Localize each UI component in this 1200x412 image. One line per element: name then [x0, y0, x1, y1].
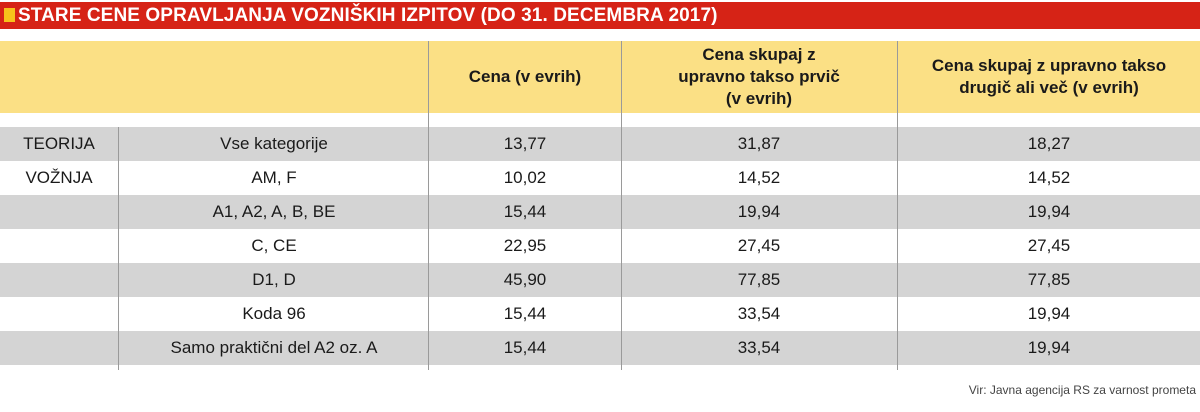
cell-drugic: 18,27	[1027, 134, 1071, 153]
table-row: Samo praktični del A2 oz. A 15,44 33,54 19,…	[0, 331, 1200, 365]
cell-prvic: 31,87	[737, 134, 781, 153]
cell-drugic: 19,94	[1027, 202, 1071, 221]
cell-drugic: 19,94	[1027, 338, 1071, 357]
cell-drugic: 27,45	[1027, 236, 1071, 255]
cell-prvic: 33,54	[737, 338, 781, 357]
cell-cena: 10,02	[503, 168, 547, 187]
cell-prvic: 33,54	[737, 304, 781, 323]
page-title: STARE CENE OPRAVLJANJA VOZNIŠKIH IZPITOV…	[18, 5, 718, 26]
cell-group	[0, 297, 118, 331]
cell-cena: 15,44	[503, 338, 547, 357]
cell-prvic: 27,45	[737, 236, 781, 255]
cell-category: C, CE	[251, 236, 297, 255]
cell-category: A1, A2, A, B, BE	[212, 202, 336, 221]
cell-group	[0, 263, 118, 297]
title-marker-icon	[4, 8, 15, 22]
cell-prvic: 19,94	[737, 202, 781, 221]
cell-cena: 15,44	[503, 202, 547, 221]
cell-drugic: 19,94	[1027, 304, 1071, 323]
cell-category: Koda 96	[242, 304, 306, 323]
cell-cena: 22,95	[503, 236, 547, 255]
cell-cena: 45,90	[503, 270, 547, 289]
cell-cena: 13,77	[503, 134, 547, 153]
header-cena-prvic: Cena skupaj z upravno takso prvič (v evr…	[678, 45, 840, 108]
table-row: Koda 96 15,44 33,54 19,94	[0, 297, 1200, 331]
cell-prvic: 14,52	[737, 168, 781, 187]
cell-group	[0, 229, 118, 263]
table-row: C, CE 22,95 27,45 27,45	[0, 229, 1200, 263]
title-bar: STARE CENE OPRAVLJANJA VOZNIŠKIH IZPITOV…	[0, 2, 1200, 29]
group-divider	[118, 127, 119, 370]
cell-prvic: 77,85	[737, 270, 781, 289]
cell-drugic: 14,52	[1027, 168, 1071, 187]
column-divider	[897, 41, 898, 370]
table-row: TEORIJA Vse kategorije 13,77 31,87 18,27	[0, 127, 1200, 161]
cell-cena: 15,44	[503, 304, 547, 323]
table-header: Cena (v evrih) Cena skupaj z upravno tak…	[0, 41, 1200, 113]
table-row: VOŽNJA AM, F 10,02 14,52 14,52	[0, 161, 1200, 195]
cell-category: Vse kategorije	[220, 134, 328, 153]
cell-category: Samo praktični del A2 oz. A	[170, 338, 378, 357]
header-cena-drugic: Cena skupaj z upravno takso drugič ali v…	[931, 56, 1167, 97]
cell-group: VOŽNJA	[25, 168, 93, 187]
column-divider	[621, 41, 622, 370]
header-cena: Cena (v evrih)	[468, 67, 582, 86]
cell-drugic: 77,85	[1027, 270, 1071, 289]
table-row: A1, A2, A, B, BE 15,44 19,94 19,94	[0, 195, 1200, 229]
source-note: Vir: Javna agencija RS za varnost promet…	[968, 383, 1196, 397]
cell-group	[0, 331, 118, 365]
cell-group	[0, 195, 118, 229]
cell-group: TEORIJA	[23, 134, 95, 153]
table-row: D1, D 45,90 77,85 77,85	[0, 263, 1200, 297]
cell-category: D1, D	[252, 270, 296, 289]
cell-category: AM, F	[251, 168, 297, 187]
column-divider	[428, 41, 429, 370]
